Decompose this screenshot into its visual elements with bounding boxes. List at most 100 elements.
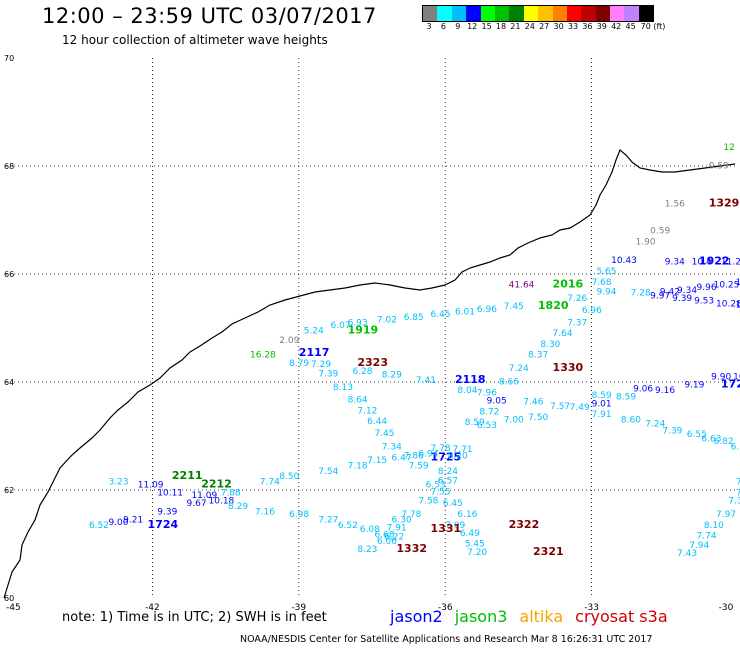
satellite-legend: jason2 jason3 altika cryosat s3a [390, 607, 680, 626]
wave-height-label: 9.19 [684, 380, 704, 390]
wave-height-label: 9.06 [633, 385, 653, 395]
wave-height-label: 9.21 [123, 515, 143, 525]
wave-height-label: 6.53 [477, 421, 497, 431]
wave-height-label: 6.52 [338, 521, 358, 531]
wave-height-label: 10. [736, 278, 740, 288]
colorbar-swatch [423, 6, 438, 21]
latitude-label: 62 [4, 486, 14, 495]
wave-height-label: 6.22 [384, 533, 404, 543]
colorbar-label: 18 [495, 22, 507, 31]
wave-height-label: 9.00 [108, 518, 128, 528]
wave-height-label: 6.45 [443, 499, 463, 509]
wave-height-label: 6.93 [348, 318, 368, 328]
wave-height-label: 1331 [431, 522, 462, 535]
wave-height-label: 6.47 [392, 453, 412, 463]
wave-height-label: 10.4 [692, 257, 712, 267]
longitude-label: -33 [584, 603, 599, 613]
wave-height-label: 7.55 [431, 487, 451, 497]
wave-height-label: 1724 [148, 518, 179, 531]
wave-height-label: 7.94 [689, 541, 709, 551]
wave-height-label: 8.20 [448, 452, 468, 462]
colorbar-label: 33 [567, 22, 579, 31]
wave-height-label: 7.71 [453, 445, 473, 455]
wave-height-label: 7.45 [504, 302, 524, 312]
wave-height-label: 8.29 [382, 371, 402, 381]
colorbar-swatch [552, 6, 567, 21]
colorbar [422, 5, 655, 22]
wave-height-label: 8.24 [438, 467, 458, 477]
wave-height-label: 6.94 [418, 450, 438, 460]
wave-height-label: 1332 [396, 542, 427, 555]
satellite-legend-item: jason3 [454, 607, 508, 626]
wave-height-label: 7.86 [404, 452, 424, 462]
satellite-legend-item: jason2 [390, 607, 443, 626]
wave-height-label: 1.56 [665, 200, 685, 210]
colorbar-swatch [610, 6, 625, 21]
wave-height-label: 6.82 [714, 437, 734, 447]
latitude-label: 64 [4, 378, 14, 387]
longitude-label: -30 [719, 603, 734, 613]
longitude-label: -39 [291, 603, 306, 613]
wave-height-label: 10. [736, 300, 740, 310]
colorbar-swatch [437, 6, 452, 21]
wave-height-label: 5.65 [596, 267, 616, 277]
wave-height-label: 7.18 [348, 461, 368, 471]
wave-height-label: 10.28 [716, 299, 740, 309]
satellite-legend-item: cryosat s3a [575, 607, 668, 626]
wave-height-label: 8.64 [348, 396, 368, 406]
colorbar-swatch [638, 6, 654, 21]
colorbar-label: 15 [481, 22, 492, 31]
longitude-label: -45 [6, 603, 21, 613]
wave-height-label: 9.90 [711, 372, 731, 382]
latitude-label: 60 [4, 594, 14, 603]
wave-height-label: 9.01 [592, 399, 612, 409]
wave-height-label: 11.09 [138, 480, 164, 490]
colorbar-label: 12 [467, 22, 478, 31]
wave-height-label: 9.94 [596, 288, 616, 298]
wave-height-label: 11.2 [721, 257, 740, 267]
wave-height-label: 7.15 [367, 456, 387, 466]
wave-height-label: 6.28 [352, 367, 372, 377]
wave-height-label: 1725 [431, 450, 462, 463]
wave-height-label: 6.53 [426, 480, 446, 490]
footer-note: note: 1) Time is in UTC; 2) SWH is in fe… [62, 610, 327, 625]
page-title: 12:00 – 23:59 UTC 03/07/2017 [42, 4, 377, 28]
colorbar-labels: 3 6 9 12 15 18 21 24 27 30 33 36 39 42 45 70 (ft) [422, 22, 732, 34]
wave-height-label: 7.50 [528, 413, 548, 423]
wave-height-label: 9.16 [655, 386, 675, 396]
wave-height-label: 2323 [357, 356, 388, 369]
wave-height-label: 7.00 [504, 416, 524, 426]
footer-credit: NOAA/NESDIS Center for Satellite Applica… [240, 634, 653, 645]
wave-height-label: 6.07 [331, 321, 351, 331]
wave-height-label: 9.96 [697, 283, 717, 293]
wave-height-label: 6.06 [377, 537, 397, 547]
wave-height-label: 7.97 [716, 510, 736, 520]
wave-height-label: 2321 [533, 545, 564, 558]
wave-height-label: 7.20 [467, 548, 487, 558]
wave-height-label: 1919 [348, 323, 379, 336]
colorbar-swatch [581, 6, 596, 21]
wave-height-label: 10.11 [157, 488, 183, 498]
colorbar-label: 3 [426, 22, 432, 31]
wave-height-label: 9.97 [650, 291, 670, 301]
wave-height-label: 8.13 [333, 383, 353, 393]
longitude-label: -42 [145, 603, 160, 613]
wave-height-label: 8.29 [228, 502, 248, 512]
wave-height-label: 7.34 [382, 443, 402, 453]
wave-height-label: 7.46 [523, 398, 543, 408]
wave-height-label: 1820 [538, 299, 569, 312]
wave-height-label: 10.25 [714, 281, 740, 291]
wave-height-label: 7.86 [736, 488, 740, 498]
wave-height-label: 7.64 [553, 329, 573, 339]
wave-height-label: 6.85 [404, 313, 424, 323]
wave-height-label: 9.34 [665, 257, 685, 267]
wave-height-label: 9.05 [487, 397, 507, 407]
wave-height-label: 1720 [721, 377, 740, 390]
wave-height-label: 7.78 [431, 444, 451, 454]
wave-height-label: 8.79 [289, 359, 309, 369]
wave-height-label: 9.67 [187, 499, 207, 509]
wave-height-label: 7.29 [311, 360, 331, 370]
wave-height-label: 8.66 [499, 378, 519, 388]
wave-height-label: 6.01 [455, 308, 475, 318]
